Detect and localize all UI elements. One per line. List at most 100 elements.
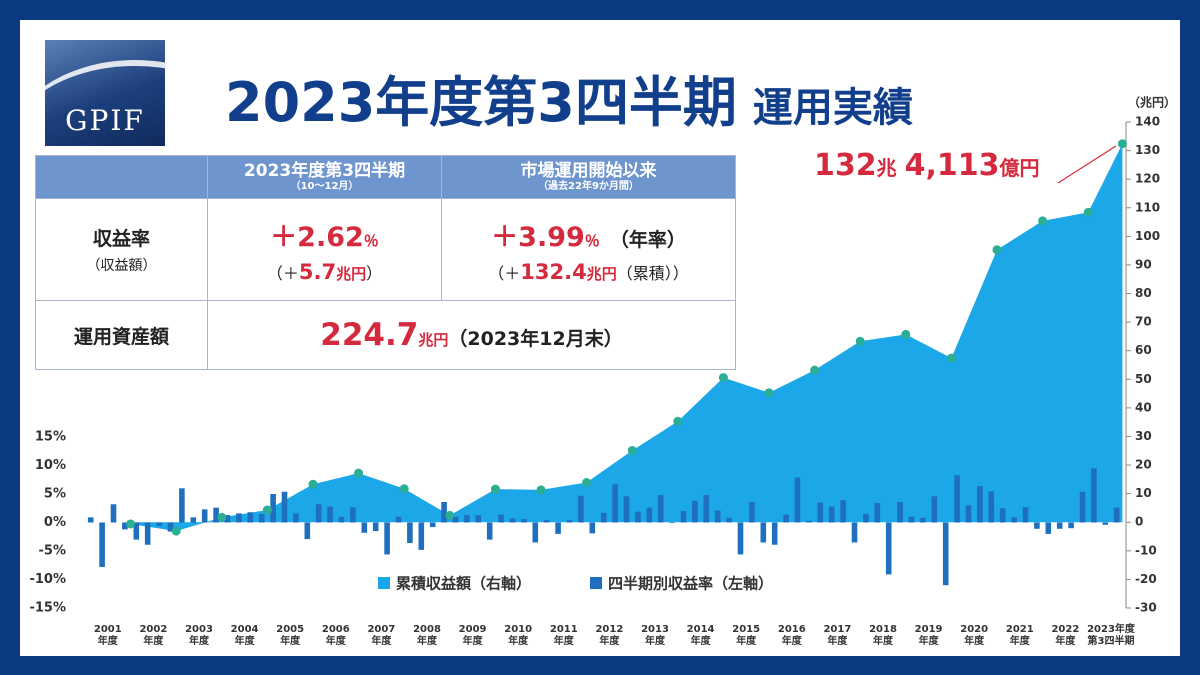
bar xyxy=(293,513,299,523)
bar xyxy=(498,514,504,523)
bar xyxy=(429,522,436,528)
bar xyxy=(418,522,425,550)
x-tick-label: 2012 年度 xyxy=(595,624,624,647)
bar xyxy=(646,507,653,523)
bar xyxy=(977,486,983,523)
bar xyxy=(122,522,128,530)
y2-tick-label: 20 xyxy=(1135,458,1152,472)
bar xyxy=(555,522,561,534)
bar xyxy=(452,516,459,523)
bar xyxy=(669,522,675,524)
row-label: 収益率 （収益額） xyxy=(35,198,208,301)
annotation-part: 億円 xyxy=(999,156,1040,180)
bar xyxy=(144,522,151,545)
value: ＋3.99 xyxy=(491,222,585,253)
y-tick-label: 15% xyxy=(35,430,66,445)
y2-tick-label: 30 xyxy=(1135,429,1152,443)
note: （2023年12月末） xyxy=(448,328,623,350)
x-tick-label: 2017 年度 xyxy=(823,624,852,647)
summary-table: 2023年度第3四半期 （10～12月） 市場運用開始以来 （過去22年9か月間） … xyxy=(35,155,736,370)
y-tick-label: 5% xyxy=(44,487,66,502)
y2-tick-label: 120 xyxy=(1135,172,1160,186)
y2-tick-label: 130 xyxy=(1135,143,1160,157)
marker xyxy=(354,468,364,478)
marker xyxy=(946,353,956,363)
bar xyxy=(749,501,755,523)
header-text: 2023年度第3四半期 xyxy=(243,160,406,181)
bar xyxy=(760,522,767,543)
x-tick-label: 2021 年度 xyxy=(1005,624,1034,647)
bar xyxy=(133,522,140,540)
y2-tick-label: 40 xyxy=(1135,400,1152,414)
bar xyxy=(783,514,789,523)
x-tick-label: 2011 年度 xyxy=(549,624,578,647)
bar xyxy=(794,477,801,523)
unit: 兆円 xyxy=(586,265,617,283)
value: 132.4 xyxy=(520,260,587,284)
sublabel: （収益額） xyxy=(86,258,157,274)
x-tick-label: 2004 年度 xyxy=(230,624,259,647)
x-tick-label: 2007 年度 xyxy=(367,624,396,647)
bar xyxy=(931,496,938,523)
bar xyxy=(1056,522,1063,529)
bar xyxy=(920,517,926,523)
bar xyxy=(201,509,208,523)
marker xyxy=(582,477,592,487)
bar xyxy=(372,522,379,532)
bar xyxy=(258,513,265,523)
bar xyxy=(965,505,972,523)
bar xyxy=(1011,517,1017,523)
bar xyxy=(828,506,835,523)
bar xyxy=(589,522,596,534)
marker xyxy=(490,484,500,494)
header-note: （10～12月） xyxy=(290,180,359,192)
bar xyxy=(521,519,527,523)
y2-tick-label: 0 xyxy=(1135,515,1143,529)
logo-text: GPIF xyxy=(65,104,145,137)
header-blank xyxy=(35,155,208,199)
y2-tick-label: 70 xyxy=(1135,315,1152,329)
x-tick-label: 2005 年度 xyxy=(276,624,305,647)
y2-tick-label: 90 xyxy=(1135,257,1152,271)
marker xyxy=(536,485,546,495)
bar xyxy=(885,522,892,575)
y-tick-label: -10% xyxy=(29,572,66,587)
marker xyxy=(308,479,318,489)
bar xyxy=(407,522,413,544)
bar xyxy=(1045,522,1052,534)
bar xyxy=(110,504,117,523)
bar xyxy=(600,512,607,523)
legend-swatch xyxy=(378,577,390,589)
bar xyxy=(897,501,903,523)
bar xyxy=(99,522,105,567)
unit: ％ xyxy=(363,232,379,250)
bar xyxy=(532,522,539,543)
bar xyxy=(236,513,242,523)
bar xyxy=(737,522,744,555)
bar xyxy=(635,511,641,523)
bar xyxy=(281,491,288,523)
bar xyxy=(726,517,732,523)
bar xyxy=(486,522,493,540)
annotation-part: 132 xyxy=(814,148,877,183)
bar xyxy=(1113,507,1120,523)
value: ＋2.62 xyxy=(270,222,364,253)
x-tick-label: 2022 年度 xyxy=(1051,624,1080,647)
bar xyxy=(441,501,447,523)
label: 運用資産額 xyxy=(73,325,169,348)
bar xyxy=(179,488,185,523)
bar xyxy=(315,504,322,523)
annotation: 132兆 4,113億円 xyxy=(814,148,1048,183)
marker xyxy=(627,445,637,455)
marker xyxy=(764,388,774,398)
x-tick-label: 2014 年度 xyxy=(686,624,715,647)
marker xyxy=(1038,216,1048,226)
bar xyxy=(509,518,516,523)
x-tick-label: 2016 年度 xyxy=(777,624,806,647)
bar xyxy=(623,496,630,523)
logo: GPIF xyxy=(45,40,165,146)
y2-axis-label: （兆円） xyxy=(1128,95,1176,110)
x-tick-label: 2008 年度 xyxy=(413,624,441,647)
marker xyxy=(901,329,911,339)
